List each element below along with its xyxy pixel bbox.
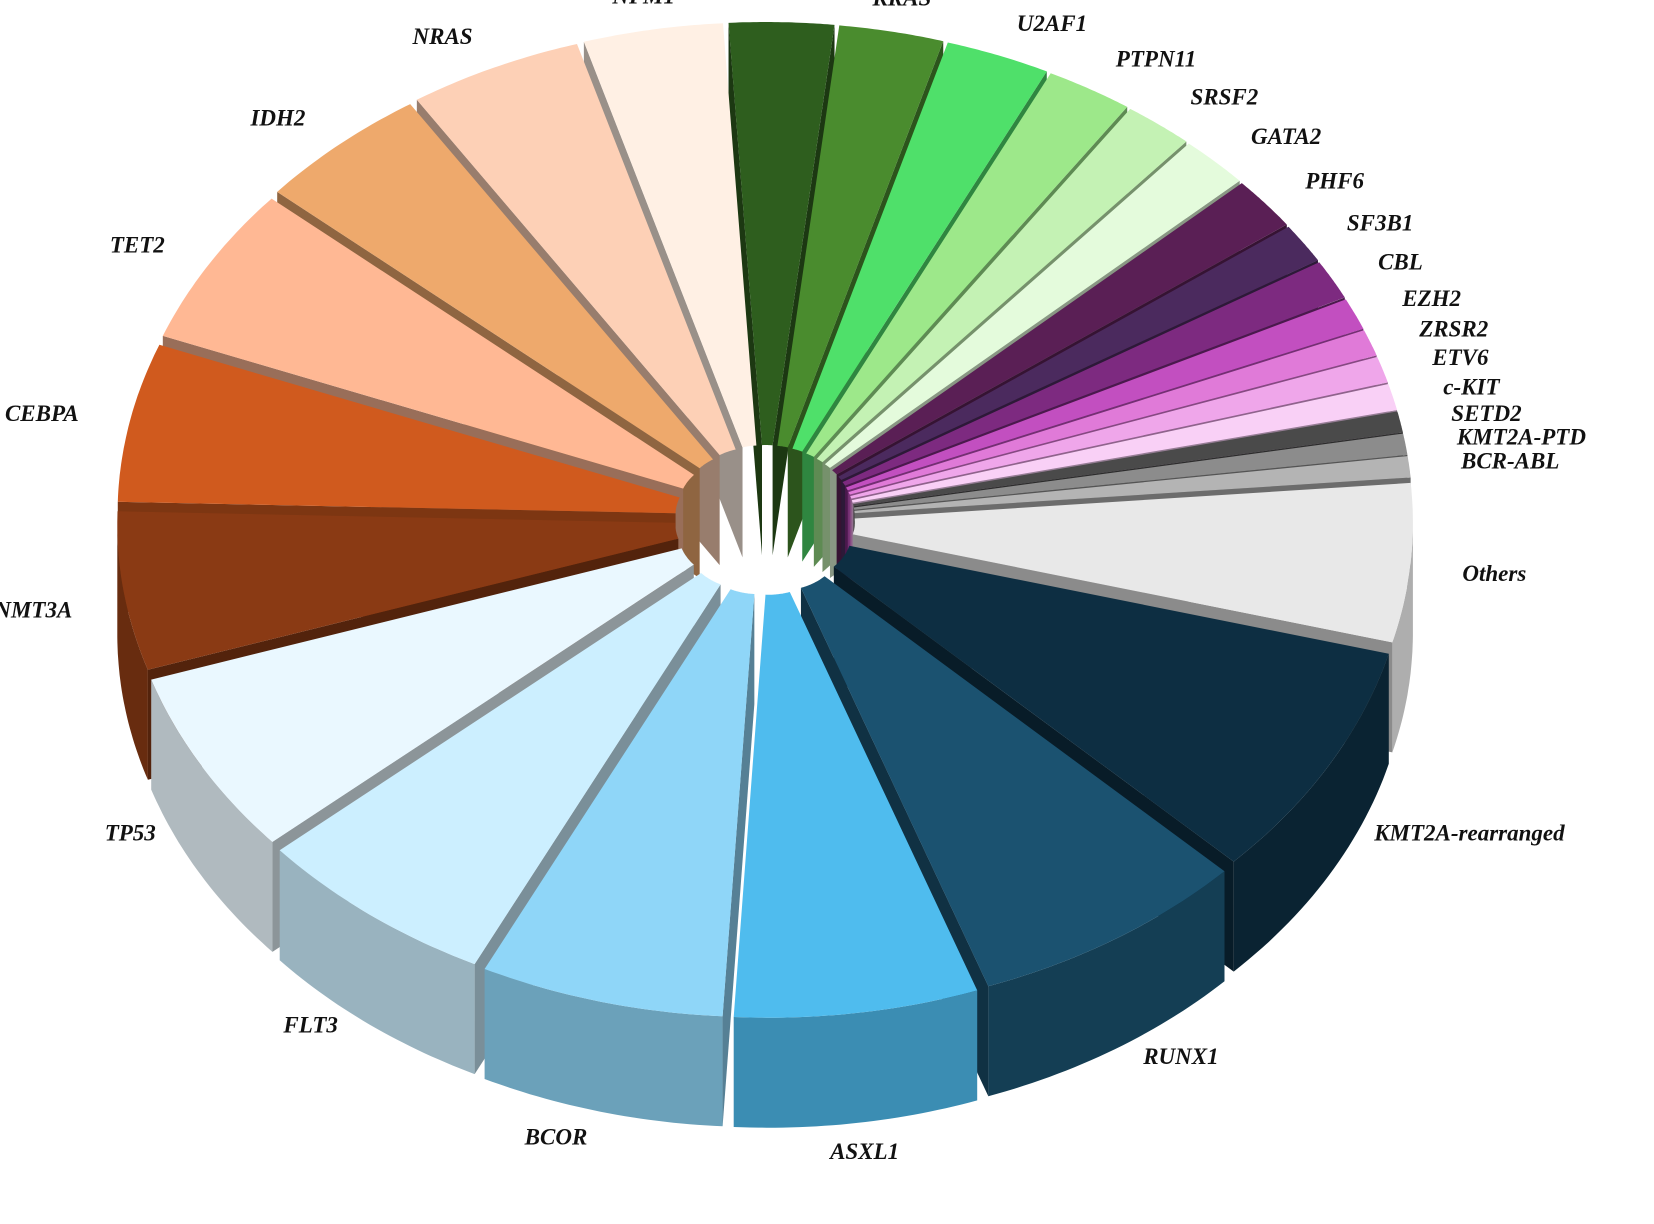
slice — [728, 22, 835, 446]
slice — [833, 545, 1389, 862]
slice-label: IDH2 — [249, 105, 305, 130]
slice — [854, 456, 1411, 514]
slice-label: Others — [1462, 561, 1526, 586]
slice-label: FLT3 — [282, 1012, 338, 1037]
slice-label: CBL — [1378, 249, 1423, 274]
slice-label: ASXL1 — [828, 1139, 899, 1164]
slice-label: BCOR — [524, 1124, 588, 1149]
slice-label: NRAS — [412, 24, 473, 49]
slice — [733, 592, 978, 1018]
slice-label: KRAS — [871, 0, 931, 10]
slice-label: KMT2A-rearranged — [1373, 820, 1565, 845]
slice — [852, 482, 1413, 643]
slice — [848, 330, 1377, 495]
slice-side — [117, 527, 148, 780]
slice — [777, 25, 944, 448]
slice-label: TET2 — [110, 232, 165, 257]
slice-label: TP53 — [105, 821, 156, 846]
slice — [816, 108, 1187, 463]
slice — [838, 226, 1318, 480]
slice — [583, 23, 757, 448]
slice — [792, 42, 1047, 452]
slice-label: ZRSR2 — [1418, 317, 1488, 342]
slice-label: SRSF2 — [1191, 84, 1259, 109]
slice-label: KMT2A-PTD — [1456, 425, 1586, 450]
slice-label: GATA2 — [1251, 124, 1321, 149]
slice — [117, 344, 680, 514]
slice — [151, 548, 694, 842]
slice-wall — [722, 594, 755, 1127]
slice-label: DNMT3A — [0, 597, 72, 622]
slice — [850, 356, 1388, 499]
slice-label: PTPN11 — [1115, 47, 1197, 72]
slice — [851, 384, 1397, 503]
slice-side — [988, 871, 1225, 1097]
slice — [842, 262, 1345, 486]
slice — [162, 198, 695, 489]
slice-side — [484, 969, 723, 1127]
slice — [852, 411, 1403, 507]
slice — [853, 433, 1408, 510]
slice-label: EZH2 — [1401, 286, 1461, 311]
slice-side — [279, 850, 475, 1075]
slice-label: NPM1 — [611, 0, 675, 8]
slice-label: SETD2 — [1451, 401, 1521, 426]
slice-label: CEBPA — [5, 401, 79, 426]
slice-side — [151, 679, 273, 952]
slice-label: SF3B1 — [1347, 211, 1413, 236]
slice — [277, 104, 713, 469]
slice-label: PHF6 — [1304, 168, 1364, 193]
slice-label: RUNX1 — [1142, 1044, 1218, 1069]
slice-label: c-KIT — [1443, 374, 1500, 399]
slice — [832, 183, 1287, 475]
slice-label: BCR-ABL — [1460, 449, 1559, 474]
slice-side — [1392, 525, 1413, 753]
slice — [484, 589, 755, 1017]
slice-label: U2AF1 — [1017, 11, 1087, 36]
slice — [806, 73, 1128, 457]
slice-side — [733, 990, 978, 1128]
slice — [846, 299, 1364, 491]
slice-side — [1233, 653, 1389, 972]
slice — [800, 576, 1225, 987]
slice — [117, 511, 679, 670]
slice-label: ETV6 — [1431, 345, 1489, 370]
slice — [824, 143, 1240, 468]
slice — [416, 44, 736, 456]
slice — [279, 573, 721, 965]
